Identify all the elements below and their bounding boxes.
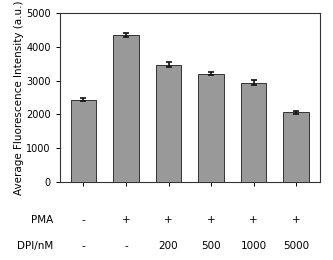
Bar xyxy=(241,83,266,182)
Y-axis label: Average Fluorescence Intensity (a.u.): Average Fluorescence Intensity (a.u.) xyxy=(14,0,24,195)
Text: -: - xyxy=(82,241,85,251)
Text: +: + xyxy=(249,215,258,225)
Text: PMA: PMA xyxy=(31,215,53,225)
Bar xyxy=(156,65,181,182)
Text: 200: 200 xyxy=(159,241,178,251)
Text: 5000: 5000 xyxy=(283,241,309,251)
Text: -: - xyxy=(124,241,128,251)
Bar xyxy=(283,112,309,182)
Text: +: + xyxy=(122,215,130,225)
Text: -: - xyxy=(82,215,85,225)
Text: DPI/nM: DPI/nM xyxy=(17,241,53,251)
Text: +: + xyxy=(164,215,173,225)
Bar xyxy=(198,74,224,182)
Bar xyxy=(113,35,139,182)
Text: +: + xyxy=(292,215,301,225)
Text: 500: 500 xyxy=(201,241,221,251)
Text: 1000: 1000 xyxy=(241,241,267,251)
Text: +: + xyxy=(207,215,215,225)
Bar xyxy=(71,100,96,182)
